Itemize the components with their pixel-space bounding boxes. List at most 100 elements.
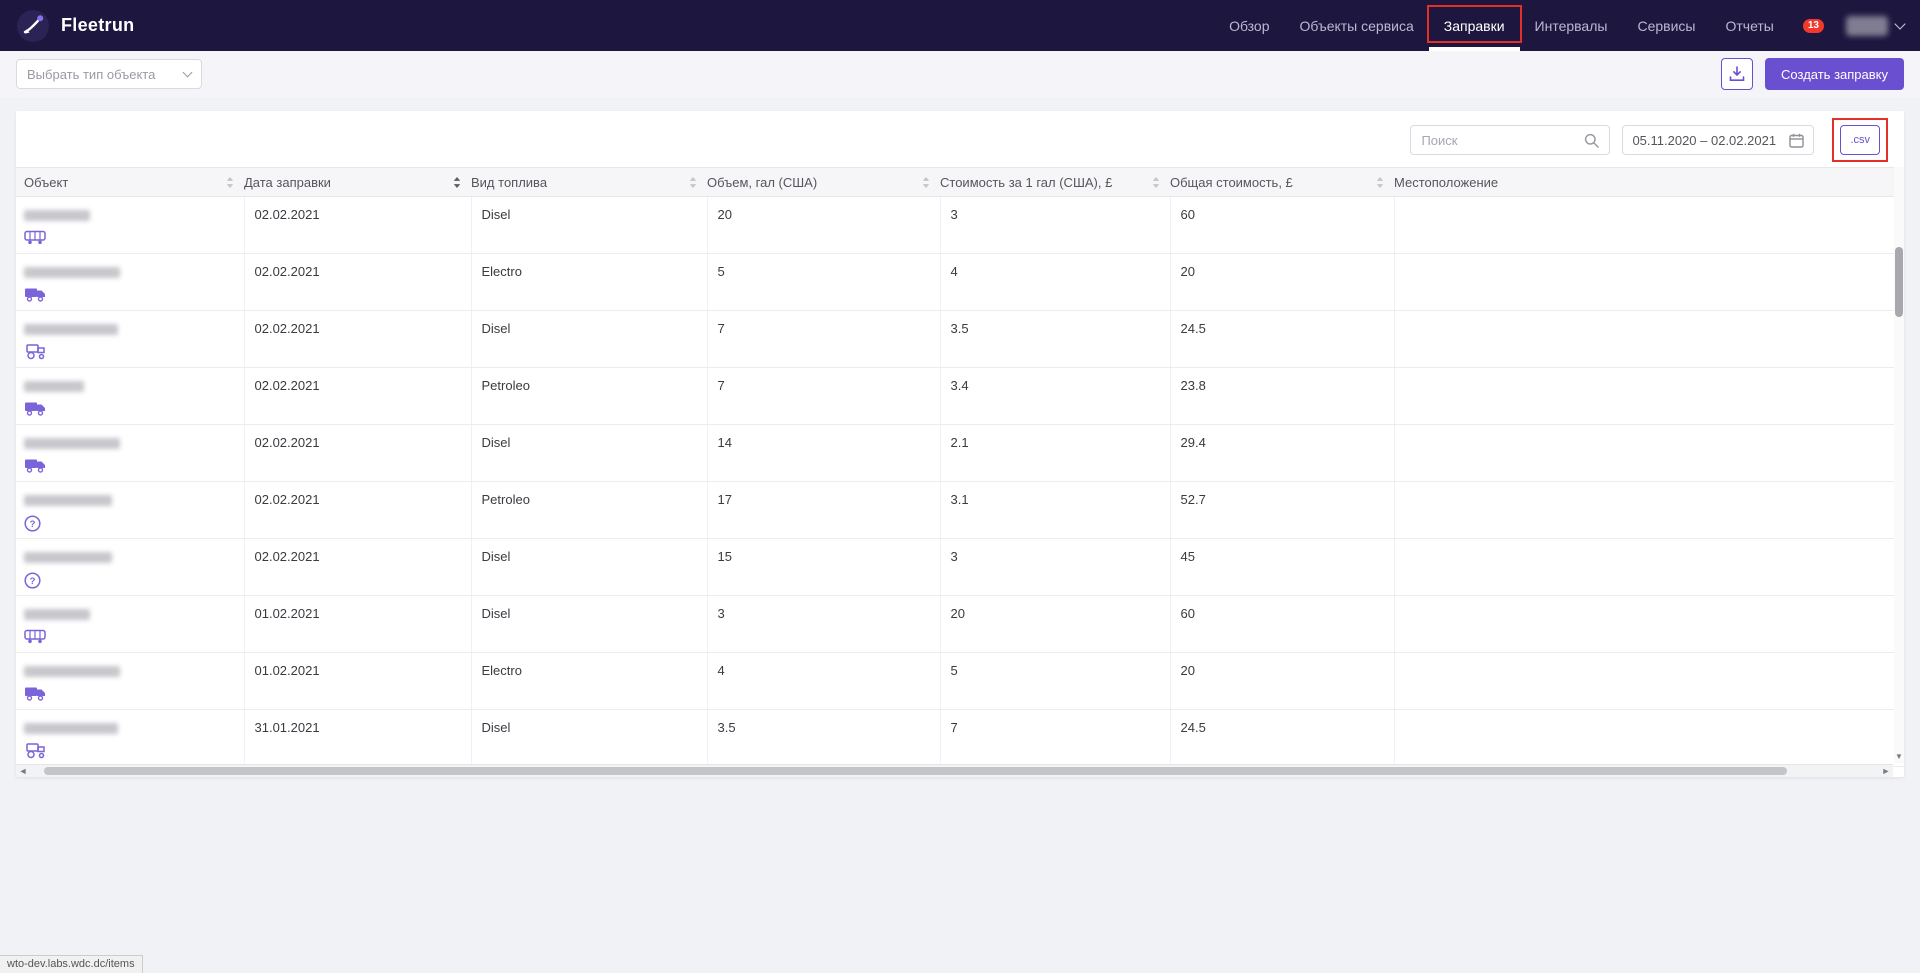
object-cell [16,709,244,767]
date-range-value: 05.11.2020 – 02.02.2021 [1632,132,1777,148]
volume-cell: 17 [706,481,940,539]
object-cell [16,595,244,653]
search-icon[interactable] [1584,133,1600,148]
table-row[interactable]: 02.02.2021 Disel 7 3.5 24.5 [16,310,1904,368]
location-cell [1393,481,1904,539]
sort-icon[interactable] [689,176,697,188]
download-button[interactable] [1721,58,1754,90]
search-input[interactable] [1421,132,1585,148]
truck-icon [24,287,46,305]
question-icon: ? [24,572,41,592]
object-type-select[interactable]: Выбрать тип объекта [16,59,202,89]
volume-cell: 3.5 [706,709,940,767]
column-header[interactable]: Вид топлива [471,167,707,197]
column-header[interactable]: Стоимость за 1 гал (США), £ [940,167,1170,197]
horizontal-scrollbar[interactable]: ◄ ► [16,764,1893,777]
date-cell: 02.02.2021 [243,538,471,596]
object-cell [16,424,244,482]
column-label: Общая стоимость, £ [1170,174,1293,190]
column-label: Местоположение [1394,174,1499,190]
total-cost-cell: 52.7 [1169,481,1394,539]
date-cell: 02.02.2021 [243,481,471,539]
nav-item[interactable]: Отчеты [1710,0,1788,51]
date-cell: 02.02.2021 [243,424,471,482]
price-per-gal-cell: 7 [939,709,1170,767]
fuel-type-cell: Petroleo [470,481,707,539]
volume-cell: 7 [706,310,940,368]
fuel-type-cell: Disel [470,538,707,596]
nav-item[interactable]: Обзор [1214,0,1284,51]
sort-icon[interactable] [226,176,234,188]
location-cell [1393,538,1904,596]
table-header-row: Объект Дата заправки Вид топлива Объем, гал… [16,167,1904,197]
fleetrun-logo-icon [16,9,50,43]
chevron-down-icon [1894,18,1906,30]
object-cell: ? [16,481,244,539]
date-cell: 31.01.2021 [243,709,471,767]
nav-item-label: Интервалы [1534,17,1608,34]
scroll-left-arrow-icon[interactable]: ◄ [18,766,28,776]
vertical-scrollbar[interactable]: ▼ [1894,167,1904,763]
column-header: Местоположение [1394,167,1904,197]
notifications[interactable]: 13 [1802,0,1824,51]
table-row[interactable]: 31.01.2021 Disel 3.5 7 24.5 [16,709,1904,767]
user-menu[interactable] [1846,0,1906,51]
date-range-picker[interactable]: 05.11.2020 – 02.02.2021 [1622,125,1815,155]
sort-icon[interactable] [922,176,930,188]
total-cost-cell: 60 [1169,196,1394,254]
price-per-gal-cell: 2.1 [939,424,1170,482]
table-row[interactable]: 02.02.2021 Petroleo 7 3.4 23.8 [16,367,1904,425]
column-header[interactable]: Дата заправки [244,167,471,197]
column-header[interactable]: Общая стоимость, £ [1170,167,1394,197]
bus-icon [24,230,46,248]
nav-item[interactable]: Объекты сервиса [1285,0,1429,51]
nav-item[interactable]: Сервисы [1622,0,1710,51]
table-row[interactable]: 01.02.2021 Electro 4 5 20 [16,652,1904,710]
sort-icon[interactable] [453,176,461,188]
nav-item[interactable]: Интервалы [1520,0,1623,51]
nav-item-label: Обзор [1229,17,1270,34]
horizontal-scrollbar-thumb[interactable] [44,767,1787,775]
fuel-type-cell: Petroleo [470,367,707,425]
price-per-gal-cell: 3.5 [939,310,1170,368]
total-cost-cell: 23.8 [1169,367,1394,425]
table-row[interactable]: 02.02.2021 Disel 20 3 60 [16,196,1904,254]
redacted-object-name [24,666,120,677]
sort-icon[interactable] [1152,176,1160,188]
price-per-gal-cell: 3 [939,196,1170,254]
nav-item[interactable]: Заправки [1426,0,1522,51]
table-row[interactable]: ? 02.02.2021 Petroleo 17 3.1 52.7 [16,481,1904,539]
table-row[interactable]: 02.02.2021 Electro 5 4 20 [16,253,1904,311]
top-navbar: Fleetrun Обзор Объекты сервиса Заправки Инт… [0,0,1920,51]
create-refueling-button[interactable]: Создать заправку [1765,58,1904,90]
fuel-type-cell: Disel [470,196,707,254]
truck-icon [24,686,46,704]
scroll-down-arrow-icon[interactable]: ▼ [1895,752,1903,761]
location-cell [1393,196,1904,254]
vertical-scrollbar-thumb[interactable] [1895,247,1903,317]
redacted-object-name [24,381,84,392]
fuel-type-cell: Disel [470,310,707,368]
table-row[interactable]: 02.02.2021 Disel 14 2.1 29.4 [16,424,1904,482]
location-cell [1393,424,1904,482]
table-row[interactable]: 01.02.2021 Disel 3 20 60 [16,595,1904,653]
table-row[interactable]: ? 02.02.2021 Disel 15 3 45 [16,538,1904,596]
date-cell: 01.02.2021 [243,652,471,710]
search-box[interactable] [1410,125,1611,155]
filter-toolbar: Выбрать тип объекта Создать заправку [0,51,1920,97]
brand: Fleetrun [16,0,134,51]
avatar[interactable] [1846,15,1888,36]
redacted-object-name [24,495,112,506]
nav-item-label: Отчеты [1725,17,1774,34]
notification-badge[interactable]: 13 [1802,18,1824,33]
total-cost-cell: 24.5 [1169,310,1394,368]
column-header[interactable]: Объем, гал (США) [707,167,940,197]
csv-export-button[interactable]: .csv [1840,125,1880,155]
csv-export-wrap: .csv [1832,118,1888,162]
sort-icon[interactable] [1376,176,1384,188]
column-header[interactable]: Объект [16,167,244,197]
scroll-right-arrow-icon[interactable]: ► [1881,766,1891,776]
price-per-gal-cell: 3.4 [939,367,1170,425]
column-label: Дата заправки [244,174,331,190]
svg-text:?: ? [30,519,36,530]
